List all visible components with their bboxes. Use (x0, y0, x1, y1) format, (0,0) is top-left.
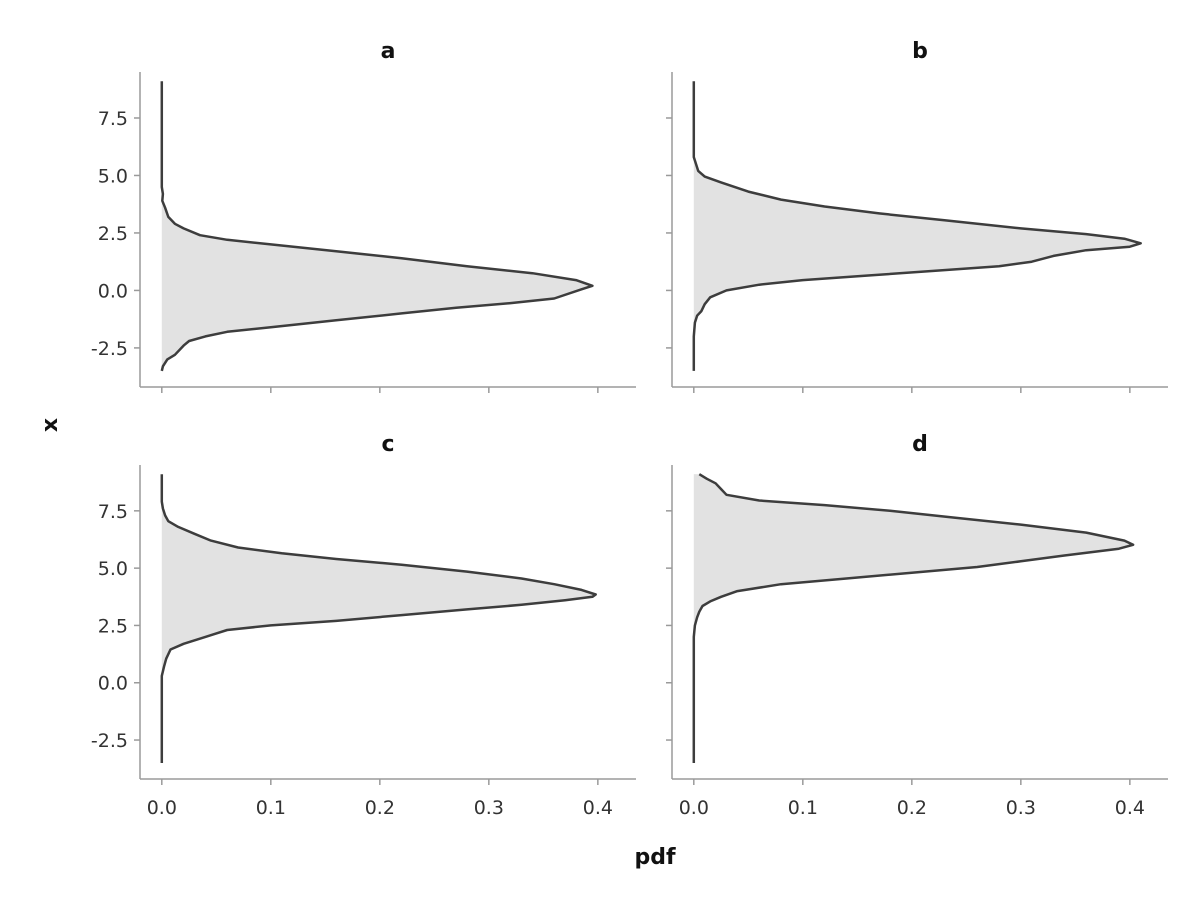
y-tick-label: 5.0 (98, 165, 128, 187)
panel-c: c -2.5 0.0 2.5 5.0 7.5 0.0 0.1 0.2 0.3 0.4 (91, 432, 636, 819)
panels: a -2.5 0.0 2.5 5.0 7.5 b c -2.5 0.0 2.5 5.0 7.5 0.0 0.… (91, 39, 1168, 819)
y-tick-label: 7.5 (98, 501, 128, 523)
x-tick-label: 0.4 (583, 797, 613, 819)
y-tick-label: 7.5 (98, 108, 128, 130)
y-tick-label: 2.5 (98, 223, 128, 245)
panel-b: b (666, 39, 1168, 393)
y-tick-label: 2.5 (98, 615, 128, 637)
density-curve-d (692, 473, 1135, 763)
x-tick-label: 0.4 (1115, 797, 1145, 819)
x-tick-label: 0.3 (474, 797, 504, 819)
panel-title-c: c (381, 432, 394, 457)
y-tick-label: 5.0 (98, 558, 128, 580)
y-tick-label: -2.5 (91, 730, 128, 752)
panel-title-d: d (912, 432, 928, 457)
panel-title-a: a (381, 39, 396, 64)
x-tick-label: 0.2 (897, 797, 927, 819)
density-curve-a (160, 81, 594, 372)
density-area-c (161, 474, 596, 763)
x-tick-label: 0.2 (365, 797, 395, 819)
y-tick-label: 0.0 (98, 280, 128, 302)
panel-a: a -2.5 0.0 2.5 5.0 7.5 (91, 39, 636, 393)
x-tick-label: 0.3 (1006, 797, 1036, 819)
density-curve-c (160, 474, 597, 763)
x-axis-label: pdf (634, 845, 675, 870)
density-curve-b (692, 81, 1142, 371)
panel-d: d 0.0 0.1 0.2 0.3 0.4 (666, 432, 1168, 819)
y-tick-label: 0.0 (98, 673, 128, 695)
x-tick-label: 0.0 (147, 797, 177, 819)
panel-title-b: b (912, 39, 928, 64)
x-tick-label: 0.1 (788, 797, 818, 819)
density-area-b (693, 81, 1141, 371)
density-area-a (161, 81, 593, 371)
x-tick-label: 0.1 (256, 797, 286, 819)
x-tick-label: 0.0 (679, 797, 709, 819)
y-tick-label: -2.5 (91, 338, 128, 360)
y-axis-label: x (38, 418, 63, 432)
density-area-d (693, 474, 1134, 763)
